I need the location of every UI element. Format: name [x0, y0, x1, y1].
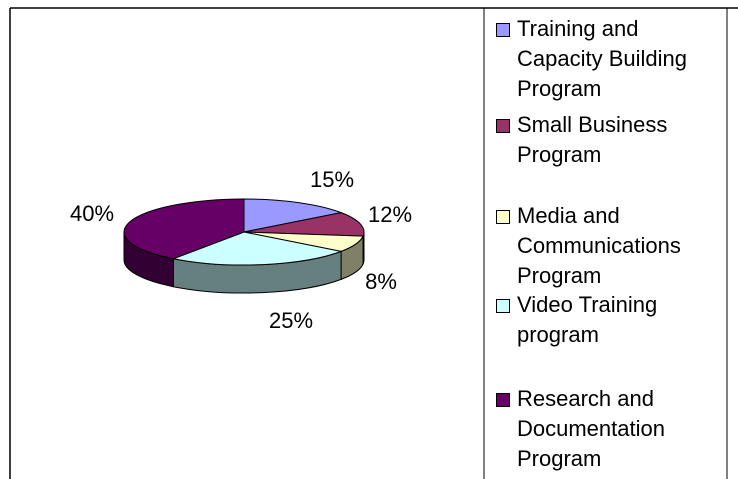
legend-label: Media and Communications Program — [517, 203, 681, 288]
data-label: 40% — [70, 201, 114, 226]
legend-label: Training and Capacity Building Program — [517, 16, 687, 101]
data-label: 8% — [365, 269, 397, 294]
pie-slice — [243, 212, 365, 237]
pie-slice — [243, 198, 343, 233]
legend-swatch — [496, 23, 510, 37]
pie-slice — [123, 198, 245, 260]
legend-swatch — [496, 210, 510, 224]
legend-swatch — [496, 119, 510, 133]
legend-swatch — [496, 299, 510, 313]
data-label: 15% — [310, 167, 354, 192]
legend-label: Research and Documentation Program — [517, 386, 665, 471]
legend-label: Video Training program — [517, 292, 658, 347]
legend-swatch — [496, 393, 510, 407]
legend-label: Small Business Program — [517, 112, 668, 167]
data-label: 25% — [269, 308, 313, 333]
data-label: 12% — [368, 202, 412, 227]
pie-slice — [171, 231, 343, 266]
